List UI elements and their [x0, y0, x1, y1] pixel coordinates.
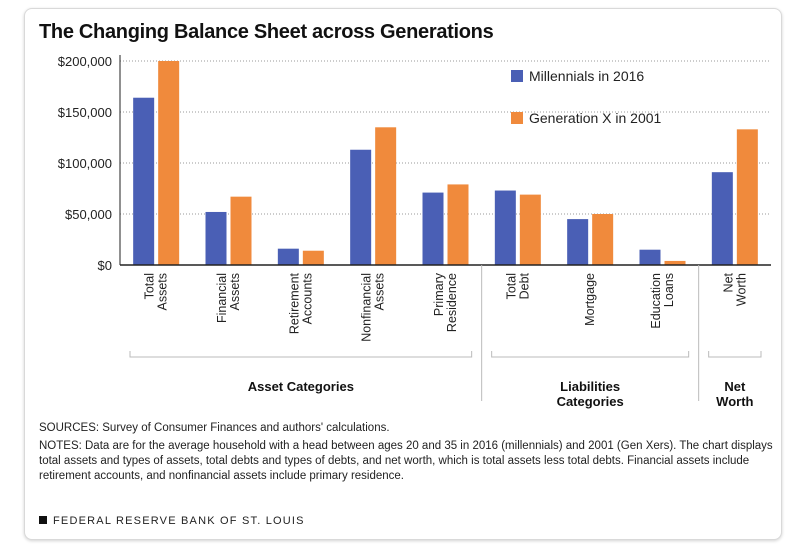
- y-tick-label: $200,000: [58, 54, 112, 69]
- x-tick-label-line: Debt: [517, 272, 531, 299]
- chart-card: The Changing Balance Sheet across Genera…: [24, 8, 782, 540]
- group-label-line: Categories: [557, 394, 624, 409]
- x-tick-label-line: Financial: [215, 273, 229, 323]
- bar-genx: [158, 61, 180, 265]
- bar-genx: [519, 194, 541, 265]
- legend-swatch: [511, 70, 523, 82]
- bar-genx: [375, 127, 397, 265]
- group-bracket: [129, 351, 473, 358]
- x-tick-label: NetWorth: [721, 272, 748, 306]
- group-label-line: Net: [724, 379, 746, 394]
- sources-text: SOURCES: Survey of Consumer Finances and…: [39, 422, 390, 434]
- x-tick-label-line: Assets: [156, 273, 170, 311]
- chart-title: The Changing Balance Sheet across Genera…: [39, 21, 494, 43]
- x-tick-label: Mortgage: [583, 273, 597, 326]
- footer-credit: FEDERAL RESERVE BANK OF ST. LOUIS: [39, 515, 305, 527]
- bar-genx: [302, 250, 324, 265]
- bar-genx: [230, 196, 252, 265]
- x-tick-label-line: Residence: [445, 273, 459, 332]
- bar-millennials: [277, 248, 299, 265]
- bar-millennials: [711, 172, 733, 265]
- bar-millennials: [494, 190, 516, 265]
- group-bracket: [708, 351, 762, 358]
- x-tick-label-line: Accounts: [300, 273, 314, 324]
- group-label: Net Worth: [716, 379, 753, 409]
- bar-millennials: [133, 97, 155, 265]
- group-label-line: Asset Categories: [248, 379, 354, 394]
- bar-genx: [736, 129, 758, 265]
- x-tick-label-line: Education: [649, 273, 663, 329]
- y-tick-label: $50,000: [65, 207, 112, 222]
- x-tick-label-line: Assets: [228, 273, 242, 311]
- x-tick-label-line: Primary: [432, 272, 446, 316]
- legend-swatch: [511, 112, 523, 124]
- bar-chart: $0$50,000$100,000$150,000$200,000TotalAs…: [58, 54, 771, 409]
- bar-millennials: [350, 149, 372, 265]
- bar-millennials: [205, 211, 227, 265]
- x-tick-label: NonfinancialAssets: [360, 273, 387, 342]
- x-tick-label-line: Loans: [662, 273, 676, 307]
- bar-genx: [664, 260, 686, 265]
- group-label: Liabilities Categories: [557, 379, 624, 409]
- x-tick-label: TotalDebt: [504, 272, 531, 299]
- legend-label: Millennials in 2016: [529, 68, 644, 84]
- bar-millennials: [422, 192, 444, 265]
- x-tick-label-line: Worth: [734, 273, 748, 306]
- x-tick-label: EducationLoans: [649, 273, 676, 329]
- footer-label: FEDERAL RESERVE BANK OF ST. LOUIS: [53, 515, 305, 527]
- y-tick-label: $150,000: [58, 105, 112, 120]
- x-tick-label-line: Nonfinancial: [360, 273, 374, 342]
- group-label: Asset Categories: [248, 379, 354, 394]
- square-icon: [39, 516, 47, 524]
- bar-millennials: [639, 249, 661, 265]
- x-tick-label: RetirementAccounts: [287, 272, 314, 334]
- x-tick-label: TotalAssets: [143, 273, 170, 311]
- x-tick-label-line: Assets: [373, 273, 387, 311]
- x-tick-label: FinancialAssets: [215, 273, 242, 323]
- x-tick-label-line: Total: [504, 273, 518, 299]
- x-tick-label-line: Retirement: [287, 272, 301, 334]
- y-tick-label: $0: [98, 258, 112, 273]
- group-label-line: Worth: [716, 394, 753, 409]
- notes-text: NOTES: Data are for the average househol…: [39, 440, 773, 482]
- x-tick-label-line: Total: [143, 273, 157, 299]
- x-tick-label-line: Net: [721, 272, 735, 292]
- group-bracket: [491, 351, 690, 358]
- group-label-line: Liabilities: [560, 379, 620, 394]
- bar-genx: [447, 184, 469, 265]
- y-tick-label: $100,000: [58, 156, 112, 171]
- x-tick-label-line: Mortgage: [583, 273, 597, 326]
- bar-millennials: [567, 219, 589, 265]
- legend-label: Generation X in 2001: [529, 110, 662, 126]
- bar-genx: [592, 214, 614, 265]
- x-tick-label: PrimaryResidence: [432, 272, 459, 332]
